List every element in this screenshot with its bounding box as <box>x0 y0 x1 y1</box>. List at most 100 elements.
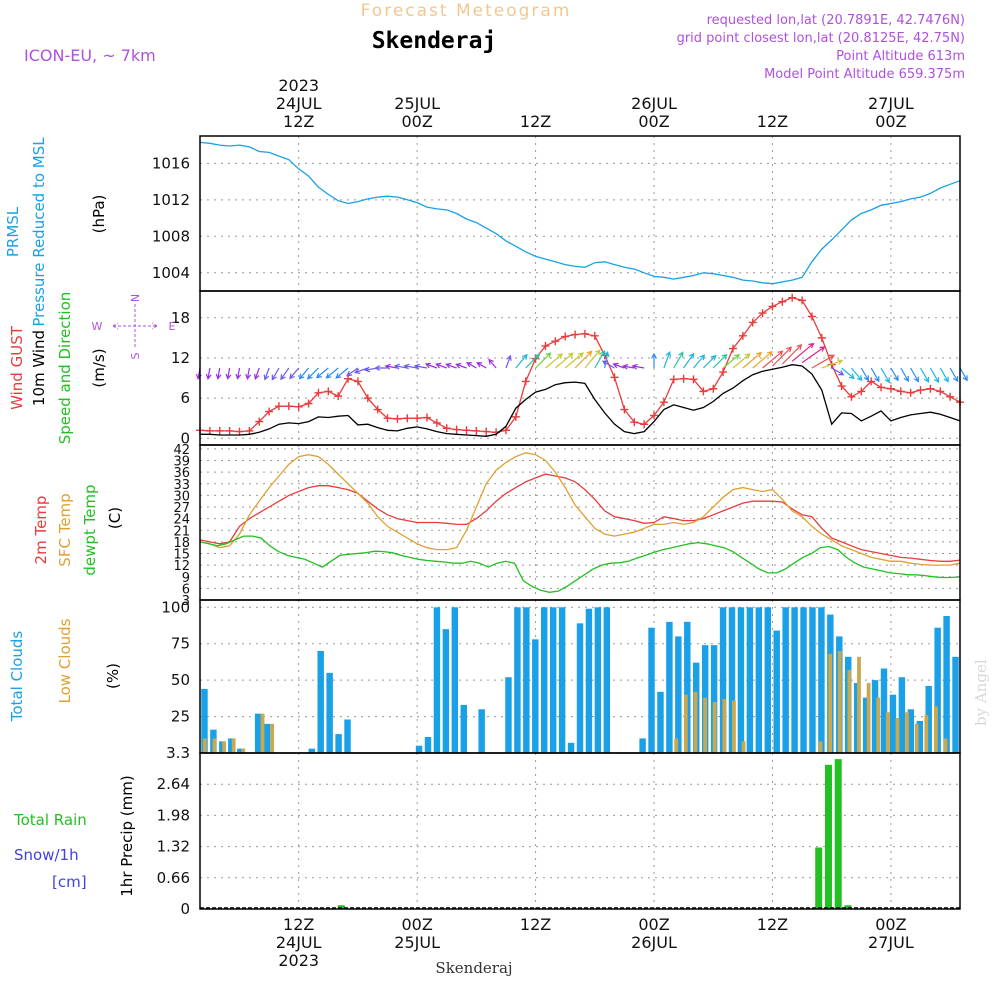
gust-marker <box>265 407 274 416</box>
clouds-bar <box>737 607 745 753</box>
gust-marker <box>936 387 945 396</box>
wind-arrow <box>403 363 418 370</box>
gust-marker <box>580 329 589 338</box>
clouds-bar <box>828 653 833 753</box>
wind-arrow <box>732 353 751 369</box>
gust-marker <box>245 426 254 435</box>
clouds-axis-label: Low Clouds <box>56 618 74 703</box>
pressure-frame <box>199 135 961 292</box>
wind-arrow <box>413 363 428 370</box>
wind-arrow <box>289 367 300 380</box>
gust-marker <box>462 426 471 435</box>
wind-arrow <box>762 350 784 369</box>
clouds-bar <box>866 683 871 753</box>
pressure-series-line <box>199 141 961 285</box>
wind-arrow <box>631 363 645 370</box>
wind-arrow <box>693 354 706 369</box>
gust-marker <box>284 402 293 411</box>
pressure-ytick-label: 1012 <box>152 191 190 209</box>
bottom-time-label: 25JUL <box>394 933 440 952</box>
temperature-ytick-label: 24 <box>173 513 190 528</box>
clouds-bar <box>914 723 919 753</box>
wind-arrow <box>393 363 408 370</box>
gust-marker <box>610 373 619 382</box>
gust-marker <box>294 402 303 411</box>
clouds-bar <box>639 738 646 753</box>
gust-marker <box>225 426 234 435</box>
wind-arrow <box>850 367 863 382</box>
gust-marker <box>452 425 461 434</box>
gust-marker <box>353 377 362 386</box>
gust-marker <box>659 398 668 407</box>
gust-marker <box>334 392 343 401</box>
wind-arrow <box>465 362 477 369</box>
top-time-label: 26JUL <box>631 94 677 113</box>
pressure-axis-label: PRMSL <box>4 206 22 257</box>
wind-arrow <box>801 346 826 364</box>
gust-marker <box>837 382 846 391</box>
clouds-bar <box>746 607 754 753</box>
clouds-bar <box>585 608 593 753</box>
clouds-bar <box>648 627 655 753</box>
wind-arrow <box>515 353 528 369</box>
wind-arrow <box>564 352 584 369</box>
clouds-bar <box>684 621 691 753</box>
gust-marker <box>886 384 895 393</box>
temperature-ytick-label: 30 <box>173 489 190 504</box>
clouds-bar <box>895 718 900 753</box>
bottom-time-label: 27JUL <box>868 933 914 952</box>
gust-marker <box>304 399 313 408</box>
gust-marker <box>640 420 649 429</box>
gust-marker <box>817 333 826 342</box>
wind-arrow <box>280 367 290 381</box>
gust-marker <box>768 302 777 311</box>
wind-arrow <box>346 367 359 377</box>
wind-arrow <box>271 367 280 381</box>
gust-marker <box>857 387 866 396</box>
wind-arrow <box>488 358 497 369</box>
clouds-bar <box>212 738 217 753</box>
gust-marker <box>521 377 530 386</box>
compass-letter: E <box>169 320 176 333</box>
clouds-bar <box>228 738 235 753</box>
clouds-bar <box>594 607 602 753</box>
gust-marker <box>709 384 718 393</box>
gust-marker <box>314 388 323 397</box>
clouds-axis-label: Total Clouds <box>8 631 26 723</box>
wind-arrow <box>435 362 448 369</box>
temperature-series-line <box>199 535 961 593</box>
gust-marker <box>620 405 629 414</box>
clouds-bar <box>773 630 780 753</box>
gust-marker <box>650 411 659 420</box>
wind-ytick-label: 6 <box>180 389 190 407</box>
clouds-bar <box>837 651 842 753</box>
gust-marker <box>689 375 698 384</box>
gust-marker <box>255 417 264 426</box>
temperature-ytick-label: 3 <box>182 594 190 609</box>
gust-marker <box>877 383 886 392</box>
gust-marker <box>472 426 481 435</box>
wind-arrow <box>821 359 844 369</box>
compass-rose <box>112 304 158 348</box>
wind-arrow <box>870 367 880 383</box>
wind-axis-label: Wind GUST <box>8 325 26 410</box>
clouds-axis-label: (%) <box>104 663 122 689</box>
wind-arrow <box>594 350 606 369</box>
gust-marker <box>482 427 491 436</box>
wind-arrow <box>325 367 339 379</box>
wind-arrow <box>225 367 232 380</box>
clouds-bar <box>728 607 736 753</box>
watermark: by Angel <box>972 659 990 726</box>
wind-arrow <box>254 367 260 380</box>
top-time-label: 00Z <box>401 112 432 131</box>
wind-frame <box>199 290 961 446</box>
bottom-time-label: 00Z <box>401 915 432 934</box>
frame-layer <box>199 135 961 910</box>
gust-marker <box>363 394 372 403</box>
bottom-time-label: 26JUL <box>631 933 677 952</box>
clouds-bar <box>952 656 959 753</box>
clouds-bar <box>925 685 932 753</box>
clouds-bar <box>847 669 852 753</box>
wind-ytick-label: 12 <box>171 349 190 367</box>
